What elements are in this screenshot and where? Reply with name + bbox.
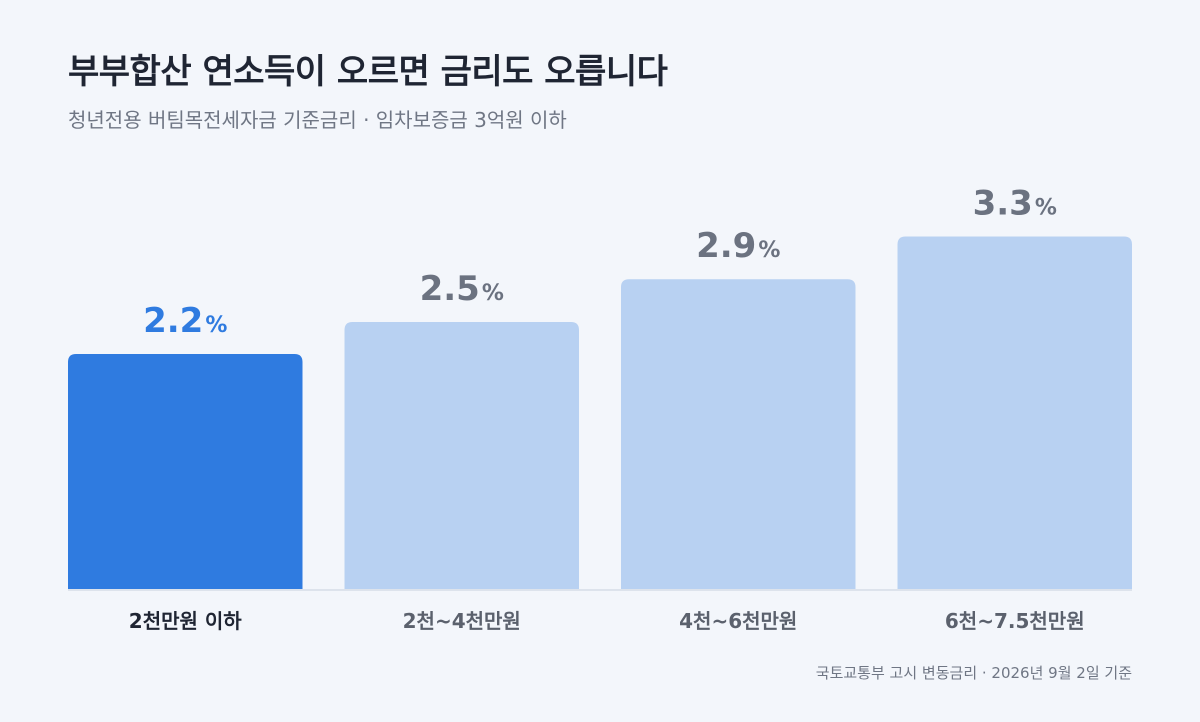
bar: [897, 236, 1132, 589]
data-label: 2.2%: [143, 301, 227, 341]
category-label: 6천~7.5천만원: [945, 609, 1085, 633]
category-label: 2천~4천만원: [403, 609, 521, 633]
data-label: 2.5%: [420, 269, 504, 309]
bar: [344, 321, 579, 589]
category-label: 2천만원 이하: [129, 609, 242, 633]
chart-title: 부부합산 연소득이 오르면 금리도 오릅니다: [68, 52, 668, 92]
category-label: 4천~6천만원: [679, 609, 797, 633]
bar: [68, 354, 303, 589]
data-label: 2.9%: [696, 226, 780, 266]
bar: [621, 279, 856, 589]
chart-subtitle: 청년전용 버팀목전세자금 기준금리 · 임차보증금 3억원 이하: [68, 108, 567, 132]
data-label: 3.3%: [973, 184, 1057, 224]
source-note: 국토교통부 고시 변동금리 · 2026년 9월 2일 기준: [815, 664, 1132, 682]
